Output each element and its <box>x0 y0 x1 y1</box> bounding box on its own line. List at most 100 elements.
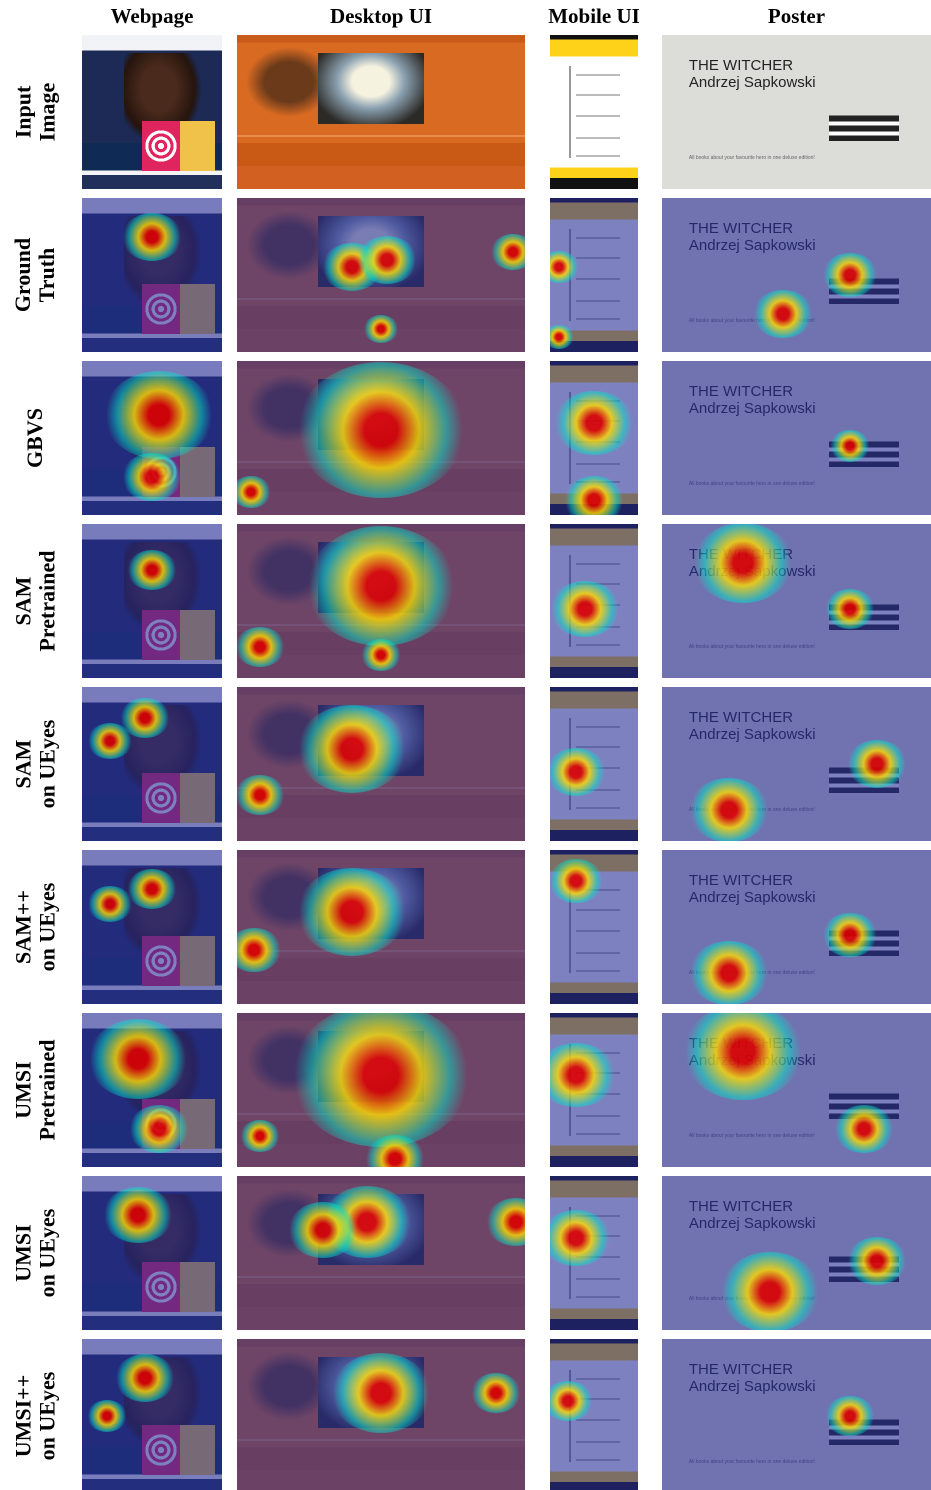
row-label-line: SAM++ <box>11 883 35 972</box>
desk-thumbnail <box>237 524 525 678</box>
heat-spot <box>306 526 456 646</box>
row-label-line: on UEyes <box>35 1372 59 1461</box>
heat-spot <box>331 1353 431 1433</box>
heat-spot <box>115 1354 175 1402</box>
row-label-line: on UEyes <box>35 1209 59 1298</box>
desk-thumbnail <box>237 1339 525 1490</box>
heat-spot <box>550 859 604 903</box>
web-thumbnail <box>82 687 222 841</box>
heat-spot <box>550 581 620 637</box>
heat-spot <box>720 1252 820 1331</box>
row-line <box>576 115 620 117</box>
heart <box>142 121 180 170</box>
bar <box>237 135 525 137</box>
row-label-line: UMSI++ <box>11 1372 35 1461</box>
desk-thumbnail <box>237 850 525 1004</box>
row-label-line: Input <box>11 83 35 142</box>
row-label-line: SAM <box>11 720 35 809</box>
column-header: Poster <box>642 4 931 29</box>
mob-thumbnail <box>550 850 638 1004</box>
heat-spot <box>693 524 793 603</box>
heat-spot <box>834 1105 894 1153</box>
web-thumbnail <box>82 850 222 1004</box>
heat-spot <box>88 1019 188 1099</box>
row-label: UMSIPretrained <box>0 1013 70 1167</box>
web-thumbnail <box>82 361 222 515</box>
desk-thumbnail <box>237 198 525 352</box>
web-thumbnail <box>82 198 222 352</box>
card <box>180 121 215 170</box>
row-label-text: GBVS <box>23 408 47 468</box>
poster-thumbnail: THE WITCHERAndrzej SapkowskiAll books ab… <box>662 524 931 678</box>
row-line <box>576 94 620 96</box>
heat-spot <box>847 740 907 788</box>
heat-spot <box>288 1202 358 1258</box>
row-label: UMSI++on UEyes <box>0 1339 70 1490</box>
row-label: GroundTruth <box>0 198 70 352</box>
column-header: Mobile UI <box>530 4 658 29</box>
poster-title-line: THE WITCHER <box>689 57 816 74</box>
desk-thumbnail <box>237 1013 525 1167</box>
desk-thumbnail <box>237 35 525 189</box>
heat-spot <box>88 886 133 922</box>
row-label-line: Pretrained <box>35 550 59 651</box>
heatmap-overlay <box>662 1339 931 1490</box>
timeline <box>569 66 571 158</box>
row-label-line: Image <box>35 83 59 142</box>
heat-spot <box>823 253 878 297</box>
heat-spot <box>361 639 401 671</box>
heat-spot <box>825 589 875 629</box>
heat-spot <box>357 236 417 284</box>
poster-author: Andrzej Sapkowski <box>689 74 816 91</box>
poster-thumbnail: THE WITCHERAndrzej SapkowskiAll books ab… <box>662 35 931 189</box>
row-label: SAM++on UEyes <box>0 850 70 1004</box>
web-thumbnail <box>82 1176 222 1330</box>
heat-spot <box>237 775 285 815</box>
poster-thumbnail: THE WITCHERAndrzej SapkowskiAll books ab… <box>662 198 931 352</box>
heat-spot <box>122 453 182 501</box>
heat-spot <box>689 778 769 841</box>
heat-spot <box>122 213 182 261</box>
mob-thumbnail <box>550 687 638 841</box>
desk-thumbnail <box>237 687 525 841</box>
row-line <box>576 155 620 157</box>
mob-thumbnail <box>550 1176 638 1330</box>
web-thumbnail <box>82 524 222 678</box>
books <box>829 101 899 150</box>
row-label-line: on UEyes <box>35 720 59 809</box>
desk-thumbnail <box>237 361 525 515</box>
row-label-text: SAMPretrained <box>11 550 59 651</box>
heat-spot <box>127 869 177 909</box>
row-line <box>576 137 620 139</box>
row-label-text: SAM++on UEyes <box>11 883 59 972</box>
heat-spot <box>471 1373 521 1413</box>
heat-spot <box>103 1187 173 1243</box>
mob-thumbnail <box>550 1013 638 1167</box>
heat-spot <box>296 362 466 498</box>
mob-thumbnail <box>550 198 638 352</box>
row-label: GBVS <box>0 361 70 515</box>
heat-spot <box>564 476 624 515</box>
row-label-line: UMSI <box>11 1039 35 1140</box>
web-thumbnail <box>82 1339 222 1490</box>
desk-thumbnail <box>237 1176 525 1330</box>
mob-thumbnail <box>550 35 638 189</box>
heat-spot <box>104 371 214 459</box>
heat-spot <box>554 391 634 455</box>
column-header: Webpage <box>62 4 242 29</box>
heat-spot <box>823 913 878 957</box>
row-label-line: Ground <box>11 238 35 312</box>
heat-spot <box>88 723 133 759</box>
row-label-line: on UEyes <box>35 883 59 972</box>
